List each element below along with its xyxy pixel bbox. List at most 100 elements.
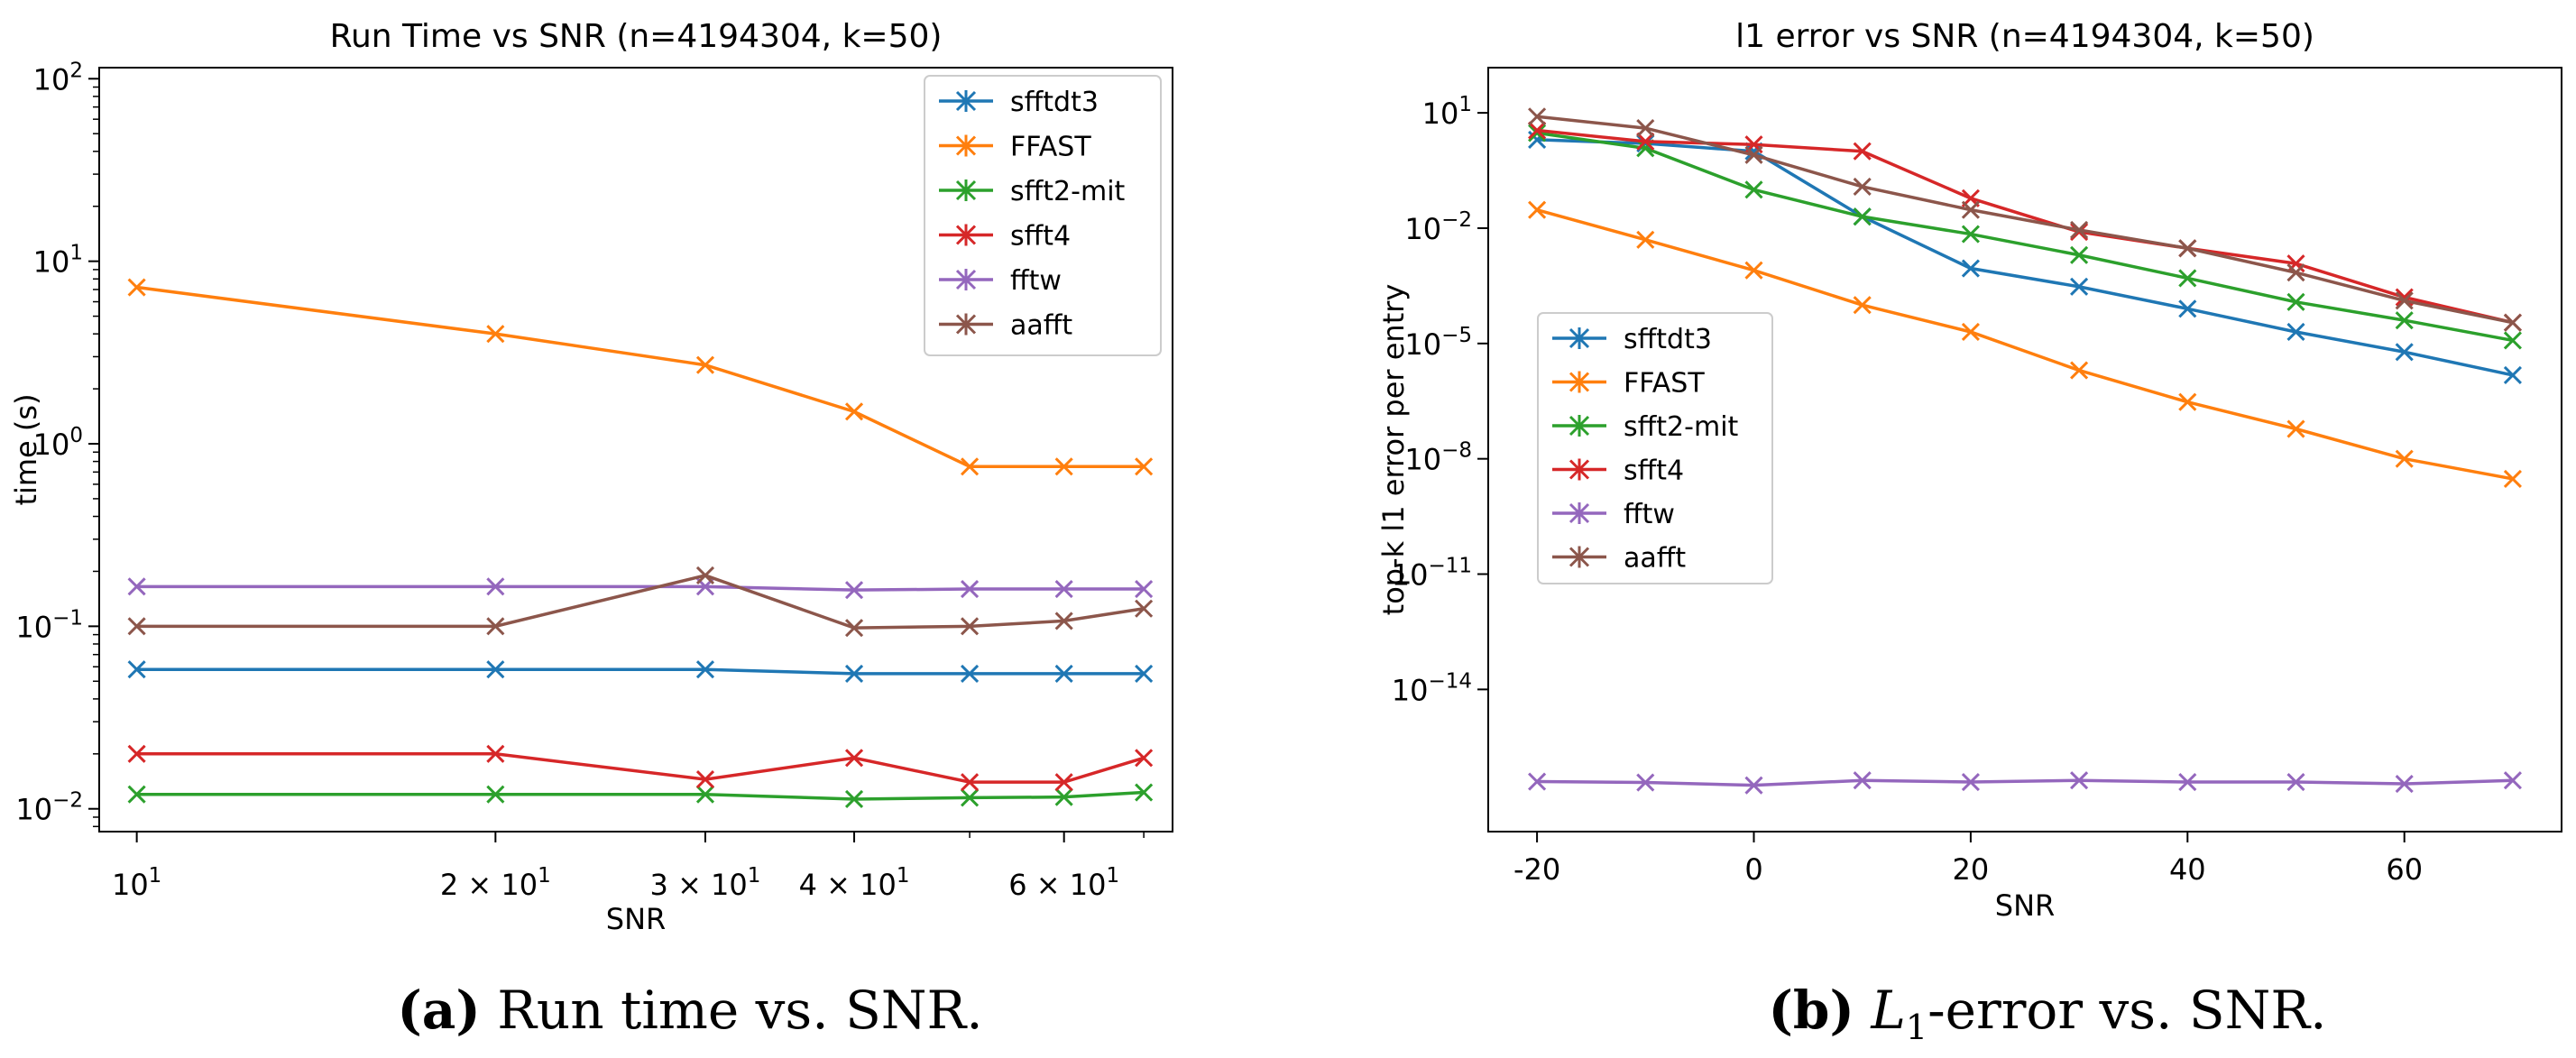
data-point-fftw xyxy=(2503,771,2522,790)
y-tick-base: 10 xyxy=(1404,327,1441,362)
legend-item-aafft: aafft xyxy=(939,310,1072,342)
legend: sfftdt3 FFAST sfft2-mit sfft4 fftw aafft xyxy=(1537,312,1773,584)
y-tick-base: 10 xyxy=(15,610,52,644)
x-tick-coef: 2 × xyxy=(440,868,501,902)
series-fftw xyxy=(1528,771,2522,795)
data-point-FFAST xyxy=(127,278,146,297)
legend-marker xyxy=(955,90,977,112)
legend-label: FFAST xyxy=(1624,368,1705,400)
y-tick-base: 10 xyxy=(33,62,70,97)
data-point-fftw xyxy=(844,581,864,600)
data-point-sfft2-mit xyxy=(961,788,980,807)
legend-item-fftw: fftw xyxy=(939,265,1062,297)
x-tick-base: 10 xyxy=(501,868,538,902)
legend-label: sfftdt3 xyxy=(1010,87,1099,118)
y-tick-exp: −8 xyxy=(1441,439,1472,463)
caption-a: (a) Run time vs. SNR. xyxy=(397,980,982,1041)
data-point-FFAST xyxy=(2286,419,2305,438)
x-tick-base: 10 xyxy=(860,868,897,902)
data-point-aafft xyxy=(1054,612,1073,630)
y-tick-base: 10 xyxy=(33,428,70,462)
data-point-FFAST xyxy=(1961,322,1980,342)
x-tick-label: 3 × 101 xyxy=(650,864,761,902)
series-FFAST xyxy=(127,278,1154,476)
legend-item-sfft4: sfft4 xyxy=(939,221,1071,253)
y-tick-exp: 0 xyxy=(69,424,83,447)
data-point-sfftdt3 xyxy=(695,660,715,679)
data-point-FFAST xyxy=(1636,230,1655,249)
legend-label: sfft2-mit xyxy=(1010,176,1126,207)
caption-b: (b) L1-error vs. SNR. xyxy=(1768,980,2326,1047)
x-tick-label: 101 xyxy=(112,864,161,902)
data-point-sfft4 xyxy=(1135,749,1154,768)
data-point-aafft xyxy=(2503,313,2522,332)
data-point-sfftdt3 xyxy=(2070,277,2089,296)
y-tick-base: 10 xyxy=(1404,443,1441,477)
y-tick-base: 10 xyxy=(1392,673,1429,707)
series-sfftdt3 xyxy=(127,660,1154,683)
data-point-FFAST xyxy=(844,402,864,421)
legend-label: fftw xyxy=(1624,499,1675,530)
series-line-sfft4 xyxy=(1536,128,2514,325)
y-tick-exp: −14 xyxy=(1428,669,1472,693)
x-tick-exp: 1 xyxy=(149,864,162,888)
data-point-fftw xyxy=(961,579,980,599)
y-tick-label: 10−2 xyxy=(15,789,83,827)
data-point-sfftdt3 xyxy=(2503,365,2522,384)
series-line-sfft2-mit xyxy=(136,790,1145,801)
data-point-sfft2-mit xyxy=(127,785,146,804)
caption-b-subscript: 1 xyxy=(1906,1007,1927,1047)
data-point-fftw xyxy=(1636,773,1655,792)
series-line-sfftdt3 xyxy=(1537,138,2514,377)
x-tick-label: 60 xyxy=(2386,852,2423,887)
x-tick-base: 10 xyxy=(711,868,748,902)
data-point-sfft4 xyxy=(961,773,980,792)
legend-marker xyxy=(1569,327,1590,349)
y-tick-label: 10−1 xyxy=(15,606,83,644)
x-tick-coef: 3 × xyxy=(650,868,712,902)
y-tick-exp: −2 xyxy=(1441,208,1472,232)
x-tick-label: 2 × 101 xyxy=(440,864,551,902)
data-point-fftw xyxy=(1054,579,1073,599)
y-tick-base: 10 xyxy=(1404,212,1441,246)
legend-item-sfft2-mit: sfft2-mit xyxy=(939,176,1126,207)
chart-title: Run Time vs SNR (n=4194304, k=50) xyxy=(330,18,943,55)
data-point-FFAST xyxy=(2503,469,2522,489)
y-tick-label: 100 xyxy=(33,424,83,462)
data-point-aafft xyxy=(1636,119,1655,138)
data-point-FFAST xyxy=(2178,392,2197,411)
series-FFAST xyxy=(1528,200,2522,489)
y-tick-label: 10−11 xyxy=(1392,555,1472,593)
data-point-sfft4 xyxy=(1054,773,1073,792)
data-point-sfft2-mit xyxy=(2178,269,2197,288)
caption-b-text: -error vs. SNR. xyxy=(1927,980,2326,1041)
legend-marker xyxy=(955,224,977,246)
data-point-sfft2-mit xyxy=(486,785,505,804)
x-tick-coef: 6 × xyxy=(1008,868,1070,902)
x-tick-label: 0 xyxy=(1744,852,1762,887)
data-point-aafft xyxy=(2395,291,2414,310)
x-tick-exp: 1 xyxy=(897,864,910,888)
data-point-sfft4 xyxy=(127,744,146,763)
data-point-sfft2-mit xyxy=(2395,311,2414,330)
data-point-fftw xyxy=(1744,776,1763,795)
data-point-fftw xyxy=(1135,579,1154,599)
data-point-sfftdt3 xyxy=(2286,322,2305,342)
legend-marker xyxy=(955,179,977,201)
legend-item-sfft4: sfft4 xyxy=(1552,455,1684,487)
data-point-sfft4 xyxy=(1853,142,1872,161)
legend-marker xyxy=(1569,458,1590,481)
data-point-sfft4 xyxy=(1636,132,1655,151)
data-point-FFAST xyxy=(695,355,715,374)
legend-label: sfft2-mit xyxy=(1624,411,1739,443)
data-point-aafft xyxy=(961,617,980,636)
series-sfft4 xyxy=(127,744,1154,792)
legend-item-sfftdt3: sfftdt3 xyxy=(1552,324,1712,355)
legend-marker xyxy=(1569,371,1590,393)
data-point-fftw xyxy=(127,577,146,596)
legend-label: fftw xyxy=(1010,265,1062,297)
data-point-aafft xyxy=(1853,177,1872,197)
data-point-sfft2-mit xyxy=(2070,245,2089,264)
data-point-FFAST xyxy=(961,457,980,476)
data-point-sfft2-mit xyxy=(1744,180,1763,199)
